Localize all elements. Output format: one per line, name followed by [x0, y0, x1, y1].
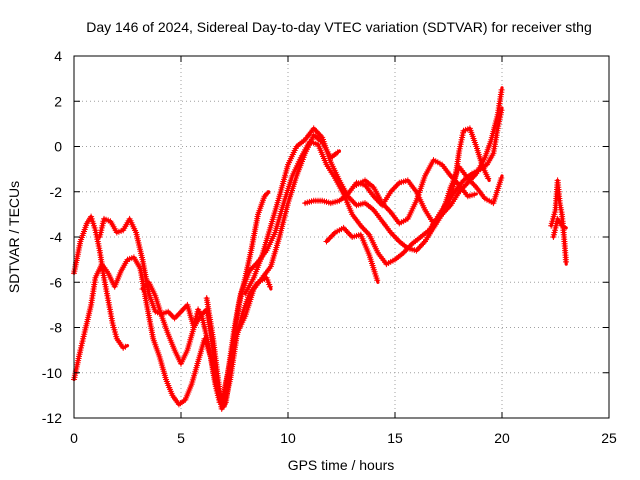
x-tick-label: 15 [387, 430, 403, 446]
x-tick-label: 10 [280, 430, 296, 446]
y-tick-label: 0 [54, 139, 62, 155]
axis-ticks: 0 5 10 15 20 25 -12 -10 -8 -6 -4 -2 0 2 4 [42, 48, 617, 446]
x-tick-label: 0 [70, 430, 78, 446]
y-tick-label: -8 [50, 320, 63, 336]
point-markers [139, 132, 341, 406]
point-markers [203, 274, 273, 410]
chart-title: Day 146 of 2024, Sidereal Day-to-day VTE… [86, 19, 592, 35]
x-tick-label: 5 [177, 430, 185, 446]
point-markers [445, 125, 492, 207]
point-markers [302, 163, 505, 227]
data-series-track-11 [548, 177, 569, 266]
y-tick-label: -4 [50, 229, 63, 245]
point-markers [548, 177, 569, 265]
grid [74, 56, 609, 418]
y-tick-label: -2 [50, 184, 63, 200]
point-markers [550, 215, 568, 240]
y-tick-label: -12 [42, 410, 62, 426]
x-tick-label: 25 [601, 430, 617, 446]
data-series-track-6 [242, 86, 505, 297]
data-series-track-12 [550, 215, 568, 240]
y-tick-label: 4 [54, 48, 62, 64]
data-series-track-9 [353, 157, 478, 227]
point-markers [353, 157, 478, 227]
data-series-track-8 [323, 224, 381, 284]
data-series-track-5 [203, 274, 273, 410]
y-tick-label: -6 [50, 274, 63, 290]
data-series-group [71, 86, 569, 412]
y-tick-label: -10 [42, 365, 62, 381]
x-axis-label: GPS time / hours [288, 457, 395, 473]
data-series-track-10 [445, 125, 492, 207]
data-series-track-4 [139, 132, 341, 406]
y-tick-label: 2 [54, 93, 62, 109]
series-line [140, 133, 341, 404]
y-axis-label: SDTVAR / TECUs [6, 181, 22, 293]
data-series-track-7 [302, 163, 505, 227]
point-markers [323, 224, 381, 284]
x-tick-label: 20 [494, 430, 510, 446]
point-markers [242, 86, 505, 297]
